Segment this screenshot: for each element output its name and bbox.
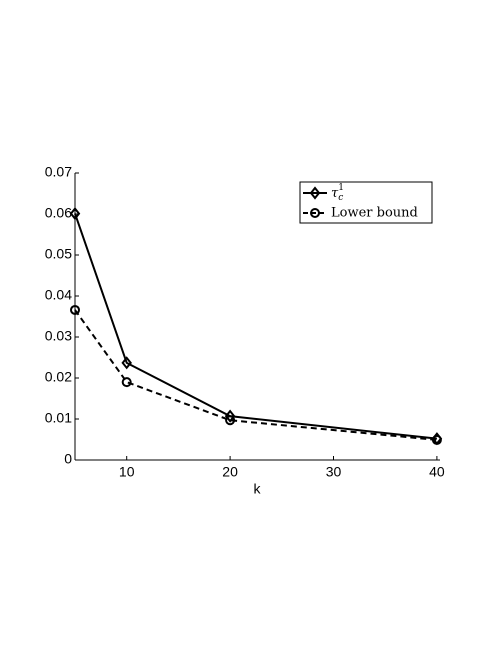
x-tick-label: 40 <box>429 464 445 480</box>
y-tick-label: 0.01 <box>45 410 72 426</box>
data-point <box>70 304 80 315</box>
legend-label: τc1 <box>331 183 344 203</box>
legend-box <box>299 181 433 224</box>
y-tick-label: 0 <box>64 451 72 467</box>
data-point <box>225 415 236 426</box>
y-tick-label: 0.06 <box>45 205 72 221</box>
y-tick-label: 0.05 <box>45 246 72 262</box>
data-point <box>121 377 132 388</box>
legend-marker <box>309 186 321 200</box>
x-axis-label: k <box>254 481 262 497</box>
y-tick-label: 0.03 <box>45 328 72 344</box>
legend-marker <box>310 208 320 218</box>
legend-label: Lower bound <box>331 206 418 221</box>
x-tick-label: 20 <box>222 464 238 480</box>
data-point <box>69 206 81 221</box>
y-tick-label: 0.04 <box>45 287 72 303</box>
series-line <box>74 213 438 440</box>
x-tick-label: 10 <box>119 464 135 480</box>
y-tick-label: 0.02 <box>45 369 72 385</box>
series-line <box>74 309 437 441</box>
data-point <box>431 434 442 445</box>
y-tick-label: 0.07 <box>45 164 72 180</box>
data-point <box>224 409 236 423</box>
x-tick-label: 30 <box>326 464 342 480</box>
data-point <box>121 356 132 370</box>
